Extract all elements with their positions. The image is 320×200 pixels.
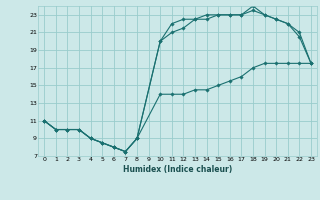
X-axis label: Humidex (Indice chaleur): Humidex (Indice chaleur) — [123, 165, 232, 174]
